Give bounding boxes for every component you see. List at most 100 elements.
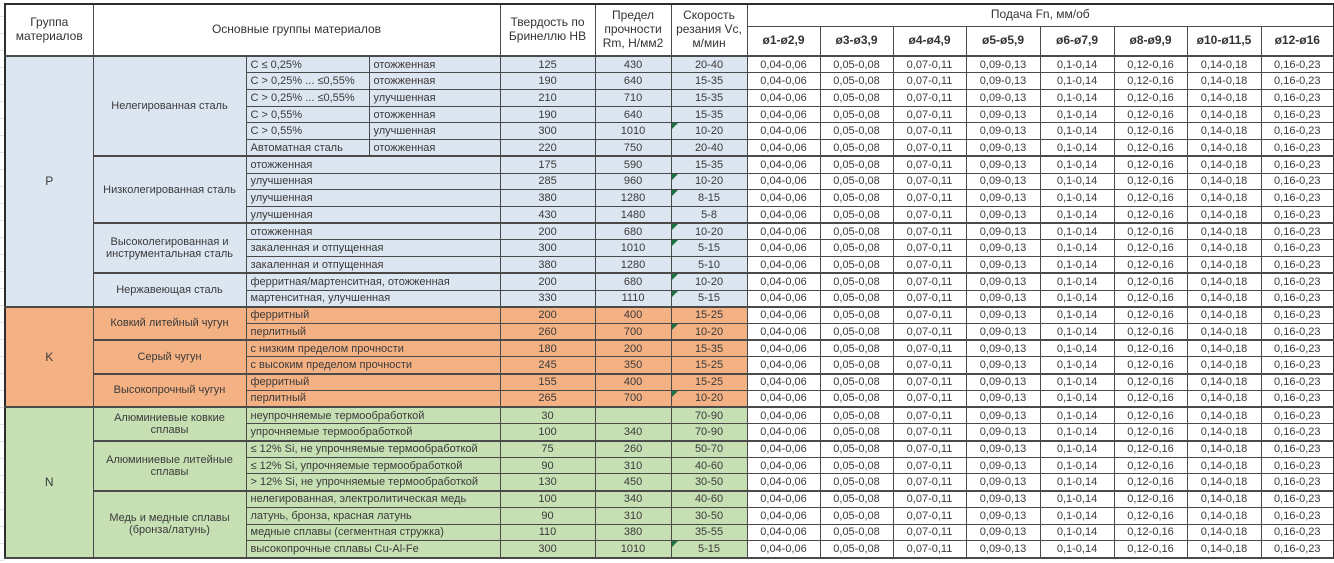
detail-cell: C > 0,55% xyxy=(245,122,370,141)
vc-cell: 10-20 xyxy=(670,122,748,141)
feed-cell: 0,16-0,23 xyxy=(1260,373,1334,391)
detail-cell: C ≤ 0,25% xyxy=(245,55,370,74)
material-group-cell: N xyxy=(4,406,94,559)
detail-cell: C > 0,55% xyxy=(245,105,370,124)
feed-cell: 0,07-0,11 xyxy=(892,139,967,158)
vc-cell: 40-60 xyxy=(670,490,748,508)
detail-cell: латунь, бронза, красная латунь xyxy=(245,506,501,525)
feed-cell: 0,14-0,18 xyxy=(1186,88,1262,107)
feed-cell: 0,09-0,13 xyxy=(965,339,1041,358)
table-row: Автоматная сталь отожженная 220 750 20-40 0,0… xyxy=(5,139,1334,158)
feed-cell: 0,14-0,18 xyxy=(1186,506,1262,525)
detail-cell: перлитный xyxy=(245,323,501,342)
feed-cell: 0,07-0,11 xyxy=(892,122,967,141)
error-marker-icon xyxy=(672,190,678,197)
detail-cell: улучшенная xyxy=(245,172,501,191)
feed-cell: 0,16-0,23 xyxy=(1260,222,1334,241)
header-tensile-strength: Предел прочности Rm, Н/мм2 xyxy=(594,3,672,57)
rm-cell: 710 xyxy=(594,88,672,107)
hb-cell: 300 xyxy=(499,122,596,141)
vc-cell: 15-35 xyxy=(670,105,748,124)
detail-cell: Автоматная сталь xyxy=(245,139,370,158)
vc-cell: 5-15 xyxy=(670,239,748,258)
feed-cell: 0,09-0,13 xyxy=(965,473,1041,492)
vc-cell: 8-15 xyxy=(670,189,748,207)
header-material-group: Группа материалов xyxy=(4,3,94,57)
feed-cell: 0,07-0,11 xyxy=(892,506,967,525)
subgroup-cell: Нелегированная сталь xyxy=(92,55,247,158)
feed-cell: 0,1-0,14 xyxy=(1039,389,1115,409)
header-hardness: Твердость по Бринеллю HB xyxy=(499,3,596,57)
header-diameter-6: ø8-ø9,9 xyxy=(1113,25,1188,57)
table-header: Группа материалов Основные группы матери… xyxy=(4,3,1334,57)
table-row: P Нелегированная сталь C ≤ 0,25% отожженная… xyxy=(4,55,1334,308)
feed-cell: 0,12-0,16 xyxy=(1113,339,1188,358)
hb-cell: 200 xyxy=(499,272,596,291)
detail-cell: C > 0,25% ... ≤0,55% xyxy=(245,72,370,90)
feed-cell: 0,1-0,14 xyxy=(1039,289,1115,308)
table-row: Медь и медные сплавы (бронза/латунь) неле… xyxy=(5,490,1334,559)
feed-cell: 0,04-0,06 xyxy=(746,272,821,291)
feed-cell: 0,09-0,13 xyxy=(965,540,1041,559)
feed-cell: 0,1-0,14 xyxy=(1039,239,1115,258)
feed-cell: 0,16-0,23 xyxy=(1260,339,1334,358)
hb-cell: 265 xyxy=(499,389,596,409)
feed-cell: 0,12-0,16 xyxy=(1113,423,1188,442)
feed-cell: 0,14-0,18 xyxy=(1186,172,1262,191)
feed-cell: 0,07-0,11 xyxy=(892,323,967,342)
feed-cell: 0,16-0,23 xyxy=(1260,473,1334,492)
feed-cell: 0,04-0,06 xyxy=(746,523,821,542)
feed-cell: 0,04-0,06 xyxy=(746,440,821,458)
feed-cell: 0,16-0,23 xyxy=(1260,456,1334,475)
table-row: > 12% Si, не упрочняемые термообработкой… xyxy=(5,473,1334,492)
feed-cell: 0,14-0,18 xyxy=(1186,139,1262,158)
feed-cell: 0,16-0,23 xyxy=(1260,523,1334,542)
feed-cell: 0,04-0,06 xyxy=(746,256,821,275)
feed-cell: 0,14-0,18 xyxy=(1186,222,1262,241)
detail-cell: отожженная xyxy=(245,155,501,174)
feed-cell: 0,04-0,06 xyxy=(746,105,821,124)
feed-cell: 0,14-0,18 xyxy=(1186,373,1262,391)
feed-cell: 0,1-0,14 xyxy=(1039,456,1115,475)
feed-cell: 0,07-0,11 xyxy=(892,440,967,458)
detail-cell: с высоким пределом прочности xyxy=(245,356,501,375)
feed-cell: 0,16-0,23 xyxy=(1260,155,1334,174)
feed-cell: 0,16-0,23 xyxy=(1260,88,1334,107)
vc-cell: 30-50 xyxy=(670,506,748,525)
feed-cell: 0,07-0,11 xyxy=(892,423,967,442)
feed-cell: 0,05-0,08 xyxy=(819,256,894,275)
condition-cell: отожженная xyxy=(368,55,501,74)
feed-cell: 0,14-0,18 xyxy=(1186,72,1262,90)
subgroup-cell: Серый чугун xyxy=(92,339,247,375)
table-row: N Алюминиевые ковкие сплавы неупрочняемые … xyxy=(4,406,1334,559)
hb-cell: 190 xyxy=(499,105,596,124)
feed-cell: 0,09-0,13 xyxy=(965,406,1041,425)
feed-cell: 0,07-0,11 xyxy=(892,155,967,174)
feed-cell: 0,09-0,13 xyxy=(965,72,1041,90)
feed-cell: 0,05-0,08 xyxy=(819,289,894,308)
hb-cell: 245 xyxy=(499,356,596,375)
feed-cell: 0,04-0,06 xyxy=(746,239,821,258)
feed-cell: 0,16-0,23 xyxy=(1260,122,1334,141)
table-row: с высоким пределом прочности 245 350 15-25 0… xyxy=(5,356,1334,375)
feed-cell: 0,14-0,18 xyxy=(1186,406,1262,425)
feed-cell: 0,16-0,23 xyxy=(1260,540,1334,559)
feed-cell: 0,09-0,13 xyxy=(965,222,1041,241)
vc-cell: 15-35 xyxy=(670,72,748,90)
table-row: улучшенная 380 1280 8-15 0,04-0,06 0,05-0,08 0… xyxy=(5,189,1334,207)
hb-cell: 175 xyxy=(499,155,596,174)
subgroup-cell: Высокопрочный чугун xyxy=(92,373,247,409)
feed-cell: 0,14-0,18 xyxy=(1186,490,1262,508)
hb-cell: 220 xyxy=(499,139,596,158)
error-marker-icon xyxy=(672,324,678,330)
rm-cell: 350 xyxy=(594,356,672,375)
feed-cell: 0,09-0,13 xyxy=(965,323,1041,342)
feed-cell: 0,16-0,23 xyxy=(1260,356,1334,375)
hb-cell: 90 xyxy=(499,456,596,475)
feed-cell: 0,1-0,14 xyxy=(1039,55,1115,74)
error-marker-icon xyxy=(672,123,678,130)
rm-cell: 700 xyxy=(594,389,672,409)
feed-cell: 0,05-0,08 xyxy=(819,189,894,207)
detail-cell: ≤ 12% Si, упрочняемые термообработкой xyxy=(245,456,501,475)
table-row: перлитный 260 700 10-20 0,04-0,06 0,05-0,08 0,… xyxy=(5,323,1334,342)
